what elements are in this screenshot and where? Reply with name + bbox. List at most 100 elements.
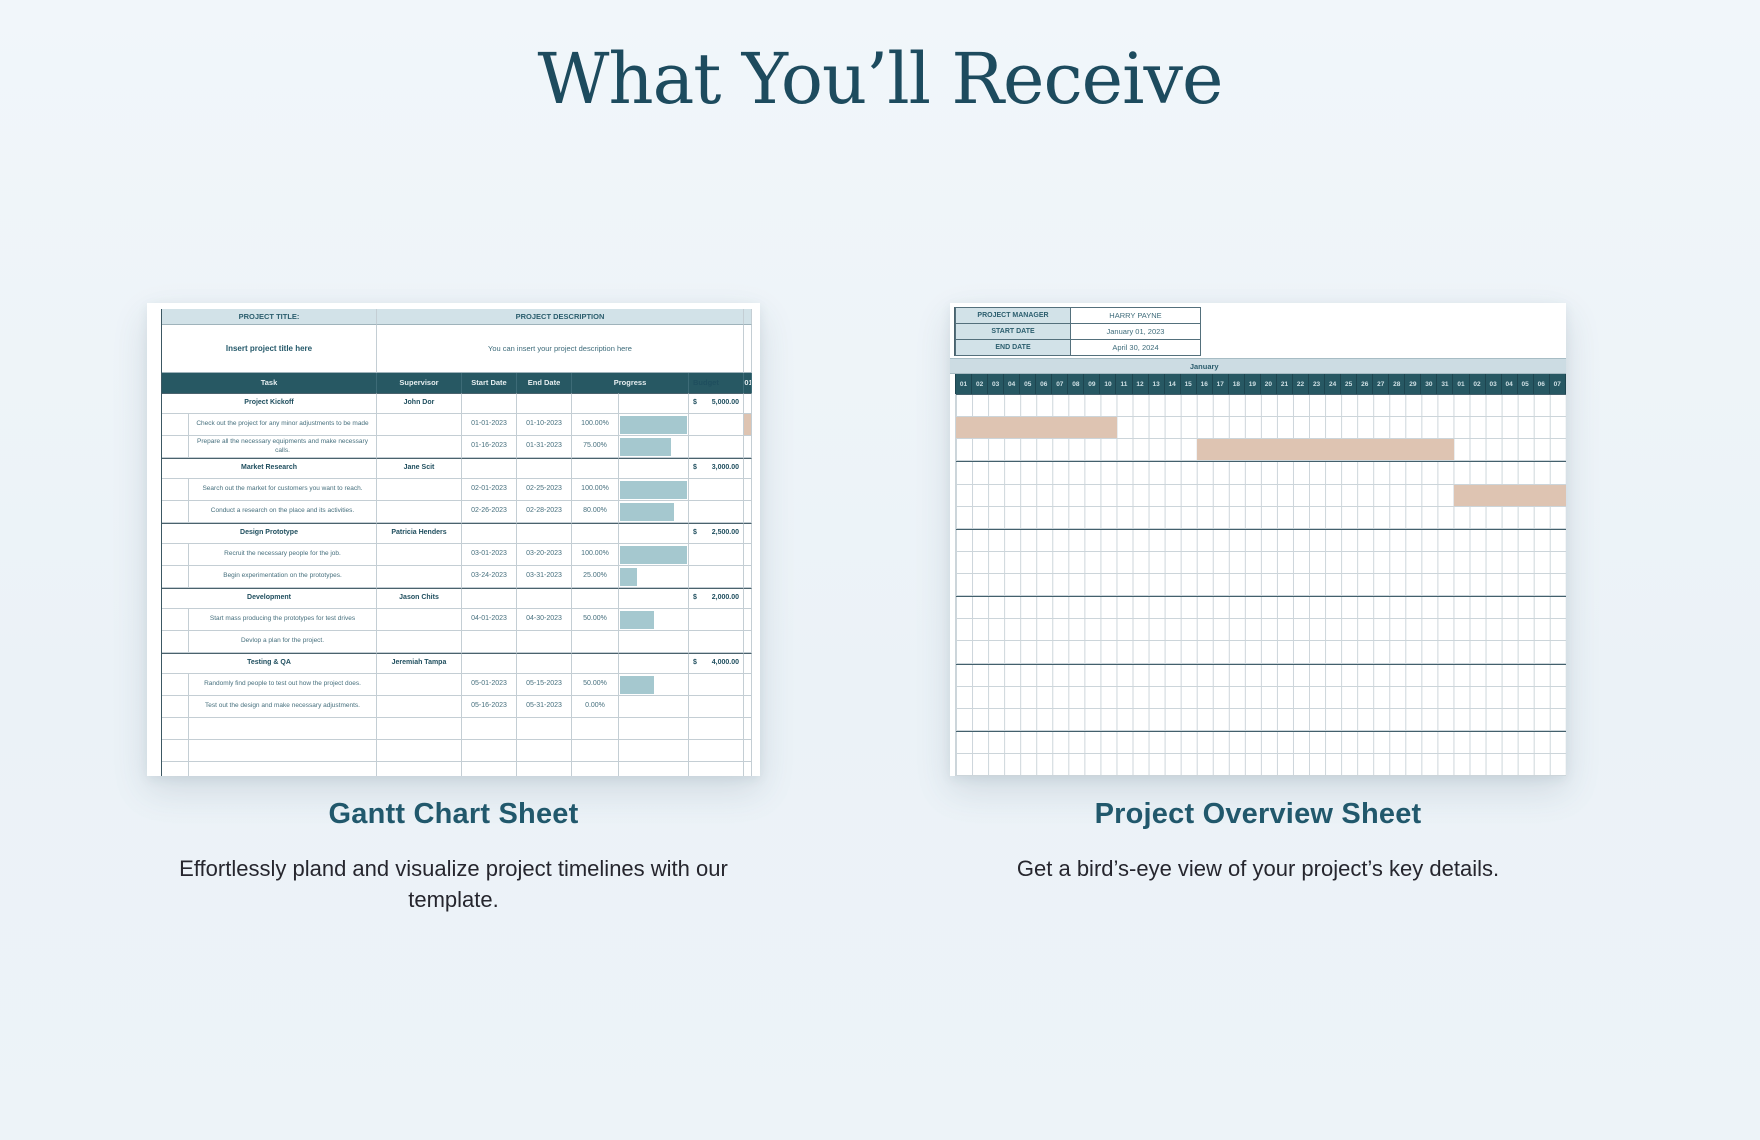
project-title-value: Insert project title here	[162, 325, 377, 373]
progress-bar-fill	[620, 675, 654, 694]
cut-cell	[744, 325, 752, 373]
day-header-cell: 02	[1470, 374, 1486, 394]
cut-cell	[744, 523, 752, 544]
day-header-cell: 10	[1100, 374, 1117, 394]
timeline-row	[956, 730, 1566, 754]
timeline-row	[956, 439, 1566, 462]
month-label: January	[1189, 362, 1219, 371]
currency-symbol: $	[693, 594, 697, 602]
task-row: Prepare all the necessary equipments and…	[162, 436, 752, 458]
cut-column-sliver	[950, 339, 955, 356]
task-row: Conduct a research on the place and its …	[162, 501, 752, 523]
task-name: Conduct a research on the place and its …	[189, 501, 377, 523]
cell	[462, 458, 517, 479]
task-budget-cell	[689, 479, 744, 501]
column-header: End Date	[517, 373, 572, 393]
cell	[744, 762, 752, 776]
cell	[162, 718, 189, 740]
cell	[517, 458, 572, 479]
task-start-date: 01-01-2023	[462, 414, 517, 436]
task-name: Start mass producing the prototypes for …	[189, 609, 377, 631]
gantt-caption-description: Effortlessly pland and visualize project…	[179, 856, 728, 912]
gantt-chart-sheet-preview: PROJECT TITLE: PROJECT DESCRIPTION Insert …	[147, 303, 760, 776]
column-header: Task	[162, 373, 377, 393]
task-start-date: 02-01-2023	[462, 479, 517, 501]
cell	[462, 588, 517, 609]
task-name: Devlop a plan for the project.	[189, 631, 377, 653]
task-start-date: 02-26-2023	[462, 501, 517, 523]
task-row: Devlop a plan for the project.	[162, 631, 752, 653]
gantt-caption: Gantt Chart Sheet Effortlessly pland and…	[147, 798, 760, 915]
day-header-cell: 04	[1004, 374, 1021, 394]
cut-cell	[744, 566, 752, 588]
budget-amount: 3,000.00	[711, 464, 739, 472]
cell	[162, 762, 189, 776]
info-label: END DATE	[955, 339, 1071, 356]
task-name: Recruit the necessary people for the job…	[189, 544, 377, 566]
cell	[572, 458, 619, 479]
timeline-row	[956, 551, 1566, 574]
cell	[744, 718, 752, 740]
cut-cell	[744, 653, 752, 674]
task-budget-cell	[689, 544, 744, 566]
indent-cell	[162, 479, 189, 501]
task-end-date: 01-10-2023	[517, 414, 572, 436]
budget-amount: 5,000.00	[711, 399, 739, 407]
day-header-cell: 03	[1486, 374, 1502, 394]
task-budget-cell	[689, 436, 744, 458]
task-progress-percent: 50.00%	[572, 609, 619, 631]
project-title-label: PROJECT TITLE:	[162, 309, 377, 325]
cell	[517, 653, 572, 674]
task-end-date: 02-28-2023	[517, 501, 572, 523]
task-supervisor	[377, 609, 462, 631]
cell	[619, 588, 689, 609]
indent-cell	[162, 501, 189, 523]
task-progress-percent: 25.00%	[572, 566, 619, 588]
day-header-cell: 18	[1229, 374, 1245, 394]
info-label: PROJECT MANAGER	[955, 307, 1071, 324]
task-start-date: 03-01-2023	[462, 544, 517, 566]
task-supervisor	[377, 544, 462, 566]
cell	[189, 718, 377, 740]
day-header-row: 01 02 03 04 05 06 07 08 09 10 11 12 13 14 15 16 17 18 19 20…	[955, 374, 1566, 394]
cell	[462, 718, 517, 740]
cut-cell	[744, 696, 752, 718]
task-supervisor	[377, 501, 462, 523]
day-header-cell: 15	[1181, 374, 1197, 394]
info-value: HARRY PAYNE	[1071, 307, 1201, 324]
task-name: Begin experimentation on the prototypes.	[189, 566, 377, 588]
task-progress-percent: 100.00%	[572, 479, 619, 501]
task-supervisor	[377, 674, 462, 696]
info-row: END DATE April 30, 2024	[950, 339, 1566, 356]
indent-cell	[162, 696, 189, 718]
group-supervisor: Jane Scit	[377, 458, 462, 479]
day-header-cell: 11	[1116, 374, 1133, 394]
group-row: Design Prototype Patricia Henders $2,500.0…	[162, 523, 752, 544]
cell	[517, 718, 572, 740]
timeline-row	[956, 484, 1566, 507]
task-end-date: 05-15-2023	[517, 674, 572, 696]
cell	[462, 653, 517, 674]
overview-caption: Project Overview Sheet Get a bird’s-eye …	[950, 798, 1566, 884]
day-header-cell: 24	[1325, 374, 1342, 394]
task-budget-cell	[689, 414, 744, 436]
cell	[619, 393, 689, 414]
day-header-cell: 07	[1052, 374, 1069, 394]
table-header-row: PROJECT TITLE: PROJECT DESCRIPTION	[162, 309, 752, 325]
task-supervisor	[377, 566, 462, 588]
task-row: Begin experimentation on the prototypes.…	[162, 566, 752, 588]
cell	[619, 523, 689, 544]
currency-symbol: $	[693, 529, 697, 537]
progress-bar-fill	[620, 480, 687, 499]
cell	[744, 740, 752, 762]
group-budget: $5,000.00	[689, 393, 744, 414]
task-progress-bar-cell	[619, 501, 689, 523]
task-supervisor	[377, 436, 462, 458]
cut-cell	[744, 609, 752, 631]
day-header-cell: 22	[1293, 374, 1310, 394]
info-value: January 01, 2023	[1071, 323, 1201, 340]
cut-cell	[744, 479, 752, 501]
group-name: Design Prototype	[162, 523, 377, 544]
page-title: What You’ll Receive	[537, 38, 1224, 120]
day-header-cell: 05	[1020, 374, 1037, 394]
